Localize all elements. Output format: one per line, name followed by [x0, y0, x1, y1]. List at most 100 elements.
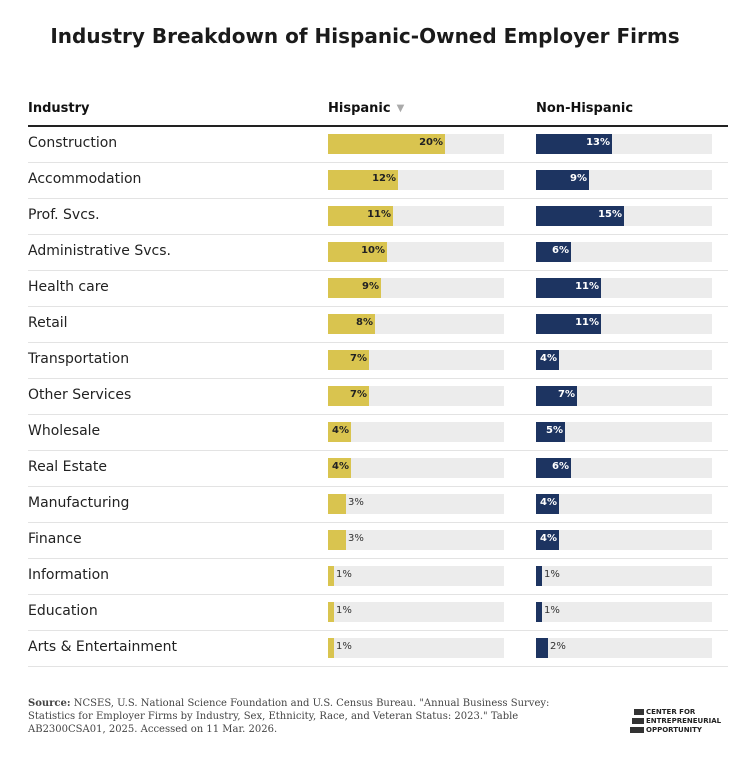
source-note: Source: NCSES, U.S. National Science Fou… — [28, 697, 588, 736]
hispanic-value-label: 1% — [336, 641, 352, 652]
hispanic-bar-track: 1% — [328, 602, 504, 622]
column-header-hispanic[interactable]: Hispanic ▼ — [328, 101, 404, 116]
industry-label: Information — [28, 567, 110, 583]
hispanic-bar — [328, 350, 369, 370]
industry-label: Finance — [28, 531, 82, 547]
non-hispanic-value-label: 7% — [558, 389, 575, 400]
source-label: Source: — [28, 698, 71, 709]
source-text: NCSES, U.S. National Science Foundation … — [28, 698, 550, 735]
table-row: Wholesale 4% 5% — [28, 415, 728, 451]
hispanic-bar — [328, 602, 334, 622]
non-hispanic-bar-track: 4% — [536, 350, 712, 370]
non-hispanic-bar — [536, 638, 548, 658]
industry-label: Administrative Svcs. — [28, 243, 171, 259]
non-hispanic-bar-track: 7% — [536, 386, 712, 406]
logo-line-2: ENTREPRENEURIAL — [646, 717, 722, 725]
column-header-hispanic-label: Hispanic — [328, 101, 391, 116]
row-divider — [28, 522, 728, 523]
hispanic-bar — [328, 134, 445, 154]
non-hispanic-bar — [536, 314, 601, 334]
non-hispanic-bar — [536, 170, 589, 190]
hispanic-bar-track: 8% — [328, 314, 504, 334]
non-hispanic-bar-track: 1% — [536, 602, 712, 622]
row-divider — [28, 486, 728, 487]
non-hispanic-bar — [536, 242, 571, 262]
hispanic-bar-track: 3% — [328, 530, 504, 550]
non-hispanic-value-label: 4% — [540, 497, 557, 508]
row-divider — [28, 414, 728, 415]
non-hispanic-value-label: 6% — [552, 461, 569, 472]
non-hispanic-bar — [536, 530, 559, 550]
table-row: Construction 20% 13% — [28, 127, 728, 163]
industry-label: Other Services — [28, 387, 132, 403]
logo-line-3: OPPORTUNITY — [646, 726, 703, 734]
non-hispanic-bar-track: 9% — [536, 170, 712, 190]
hispanic-value-label: 12% — [372, 173, 396, 184]
industry-label: Accommodation — [28, 171, 142, 187]
non-hispanic-bar — [536, 350, 559, 370]
hispanic-value-label: 11% — [367, 209, 391, 220]
industry-label: Construction — [28, 135, 118, 151]
non-hispanic-value-label: 11% — [575, 317, 599, 328]
non-hispanic-bar-track: 4% — [536, 494, 712, 514]
non-hispanic-bar-track: 6% — [536, 242, 712, 262]
hispanic-bar — [328, 530, 346, 550]
non-hispanic-bar-track: 4% — [536, 530, 712, 550]
hispanic-bar-track: 9% — [328, 278, 504, 298]
hispanic-value-label: 1% — [336, 605, 352, 616]
hispanic-value-label: 4% — [332, 425, 349, 436]
non-hispanic-bar-track: 13% — [536, 134, 712, 154]
hispanic-bar — [328, 566, 334, 586]
row-divider — [28, 630, 728, 631]
non-hispanic-bar — [536, 494, 559, 514]
hispanic-bar — [328, 242, 387, 262]
hispanic-value-label: 7% — [350, 389, 367, 400]
table-row: Education 1% 1% — [28, 595, 728, 631]
hispanic-bar-track: 1% — [328, 566, 504, 586]
row-divider — [28, 306, 728, 307]
table-row: Accommodation 12% 9% — [28, 163, 728, 199]
industry-label: Retail — [28, 315, 68, 331]
non-hispanic-bar — [536, 278, 601, 298]
table-row: Finance 3% 4% — [28, 523, 728, 559]
non-hispanic-bar-track: 1% — [536, 566, 712, 586]
non-hispanic-bar-track: 11% — [536, 314, 712, 334]
row-divider — [28, 594, 728, 595]
column-header-industry[interactable]: Industry — [28, 101, 90, 116]
row-divider — [28, 270, 728, 271]
non-hispanic-bar — [536, 134, 612, 154]
hispanic-bar-track: 3% — [328, 494, 504, 514]
hispanic-value-label: 20% — [419, 137, 443, 148]
industry-label: Education — [28, 603, 98, 619]
table-row: Other Services 7% 7% — [28, 379, 728, 415]
table-row: Arts & Entertainment 1% 2% — [28, 631, 728, 667]
row-divider — [28, 558, 728, 559]
hispanic-value-label: 9% — [362, 281, 379, 292]
table-row: Prof. Svcs. 11% 15% — [28, 199, 728, 235]
hispanic-bar — [328, 386, 369, 406]
row-divider — [28, 450, 728, 451]
row-divider — [28, 234, 728, 235]
hispanic-bar-track: 11% — [328, 206, 504, 226]
non-hispanic-value-label: 2% — [550, 641, 566, 652]
hispanic-bar-track: 20% — [328, 134, 504, 154]
row-divider — [28, 198, 728, 199]
chart-title: Industry Breakdown of Hispanic-Owned Emp… — [50, 24, 680, 48]
sort-descending-icon[interactable]: ▼ — [396, 103, 405, 114]
table-row: Manufacturing 3% 4% — [28, 487, 728, 523]
hispanic-bar — [328, 458, 351, 478]
non-hispanic-value-label: 1% — [544, 569, 560, 580]
industry-label: Real Estate — [28, 459, 107, 475]
hispanic-bar — [328, 494, 346, 514]
hispanic-bar-track: 10% — [328, 242, 504, 262]
non-hispanic-value-label: 4% — [540, 353, 557, 364]
table-row: Administrative Svcs. 10% 6% — [28, 235, 728, 271]
table-row: Real Estate 4% 6% — [28, 451, 728, 487]
hispanic-bar — [328, 638, 334, 658]
hispanic-value-label: 1% — [336, 569, 352, 580]
non-hispanic-bar-track: 5% — [536, 422, 712, 442]
hispanic-bar-track: 1% — [328, 638, 504, 658]
column-header-non-hispanic[interactable]: Non-Hispanic — [536, 101, 634, 116]
industry-label: Health care — [28, 279, 109, 295]
hispanic-bar-track: 7% — [328, 386, 504, 406]
